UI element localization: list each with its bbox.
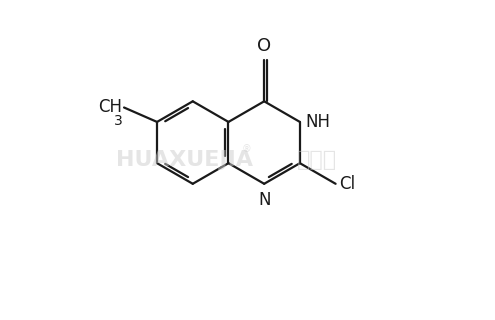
Text: HUAXUEJIA: HUAXUEJIA [115, 150, 252, 170]
Text: 化学加: 化学加 [297, 150, 338, 170]
Text: CH: CH [99, 98, 122, 116]
Text: ®: ® [242, 144, 251, 154]
Text: Cl: Cl [340, 175, 355, 193]
Text: O: O [257, 37, 271, 55]
Text: N: N [258, 191, 270, 209]
Text: NH: NH [305, 113, 331, 131]
Text: 3: 3 [114, 115, 122, 128]
